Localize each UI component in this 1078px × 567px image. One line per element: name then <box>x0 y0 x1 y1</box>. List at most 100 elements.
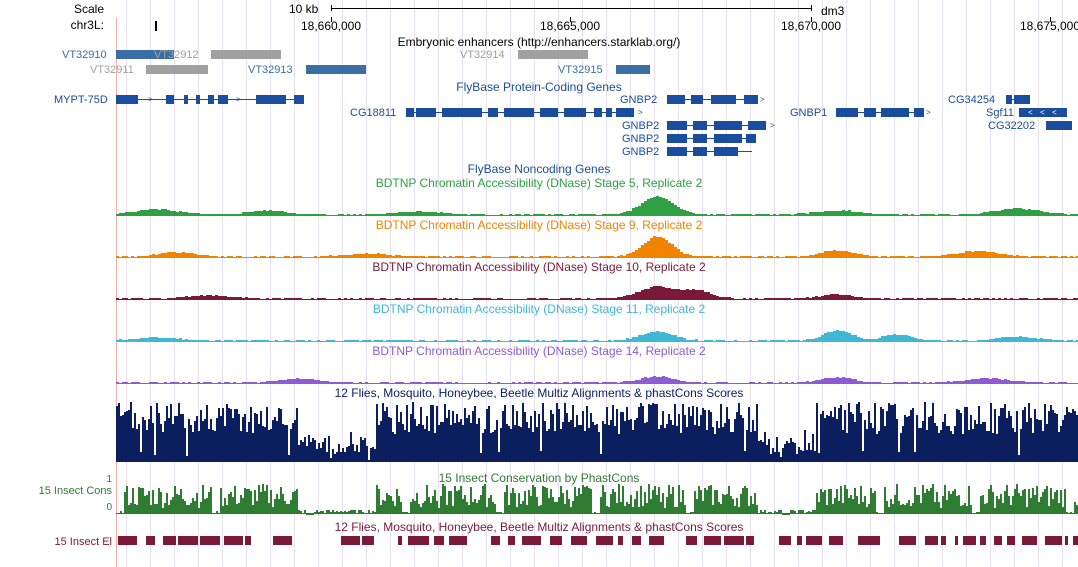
gene-label: GNBP2 <box>620 94 657 106</box>
gene-exon[interactable] <box>166 95 174 104</box>
enhancer-block[interactable] <box>518 50 588 59</box>
conserved-element[interactable] <box>522 536 541 545</box>
gene-exon[interactable] <box>836 108 858 117</box>
gene-exon[interactable] <box>693 147 707 156</box>
gene-exon[interactable] <box>714 121 742 130</box>
conserved-element[interactable] <box>398 536 402 545</box>
gene-exon[interactable] <box>914 108 924 117</box>
enhancer-label: VT32912 <box>154 49 199 61</box>
gene-exon[interactable] <box>116 95 138 104</box>
phast-ytick-max: 1 <box>96 474 112 485</box>
enhancer-block[interactable] <box>146 65 208 74</box>
conserved-element[interactable] <box>1073 536 1078 545</box>
conserved-element[interactable] <box>724 536 744 545</box>
gene-exon[interactable] <box>881 108 909 117</box>
gene-exon[interactable] <box>744 95 758 104</box>
gene-exon[interactable] <box>711 95 736 104</box>
gene-exon[interactable] <box>693 134 707 143</box>
gene-exon[interactable] <box>693 121 707 130</box>
conserved-element[interactable] <box>1022 536 1037 545</box>
gene-exon[interactable] <box>256 95 286 104</box>
gene-exon[interactable] <box>691 95 703 104</box>
gene-exon[interactable] <box>1046 121 1072 130</box>
position-area: 18,660,00018,665,00018,670,00018,675,000 <box>116 0 1072 34</box>
gene-exon[interactable] <box>540 108 558 117</box>
enhancer-block[interactable] <box>211 50 281 59</box>
gene-exon[interactable] <box>714 134 742 143</box>
conserved-element[interactable] <box>224 536 243 545</box>
conserved-element[interactable] <box>994 536 1002 545</box>
conserved-element[interactable] <box>178 536 198 545</box>
conserved-element[interactable] <box>618 536 623 545</box>
gene-exon[interactable] <box>416 108 436 117</box>
conserved-element[interactable] <box>449 536 467 545</box>
conserved-element[interactable] <box>746 536 754 545</box>
conserved-element[interactable] <box>632 536 641 545</box>
gene-exon[interactable] <box>564 108 586 117</box>
conserved-element[interactable] <box>571 536 587 545</box>
conserved-element[interactable] <box>550 536 562 545</box>
conserved-element[interactable] <box>1045 536 1062 545</box>
gene-exon[interactable] <box>1006 95 1012 104</box>
gene-exon[interactable] <box>442 108 482 117</box>
gene-exon[interactable] <box>184 95 188 104</box>
conserved-element[interactable] <box>963 536 976 545</box>
conserved-element[interactable] <box>1065 536 1068 545</box>
gene-exon[interactable] <box>218 95 228 104</box>
conserved-element[interactable] <box>434 536 444 545</box>
gene-exon[interactable] <box>667 147 687 156</box>
gene-exon[interactable] <box>864 108 876 117</box>
gene-exon[interactable] <box>714 147 738 156</box>
conserved-element[interactable] <box>858 536 880 545</box>
gene-exon[interactable] <box>667 95 685 104</box>
dnase11-track <box>116 316 1078 342</box>
conserved-element[interactable] <box>362 536 374 545</box>
conserved-element[interactable] <box>779 536 791 545</box>
conserved-element[interactable] <box>596 536 613 545</box>
gene-exon[interactable] <box>746 134 756 143</box>
conserved-element[interactable] <box>704 536 721 545</box>
conserved-element[interactable] <box>146 536 155 545</box>
conserved-element[interactable] <box>1007 536 1015 545</box>
position-label: 18,675,000 <box>1020 19 1078 33</box>
gene-exon[interactable] <box>294 95 304 104</box>
conserved-element[interactable] <box>925 536 938 545</box>
conserved-element[interactable] <box>829 536 843 545</box>
gene-exon[interactable] <box>1014 95 1030 104</box>
gene-exon[interactable] <box>606 108 612 117</box>
dnase14-title: BDTNP Chromatin Accessibility (DNase) St… <box>0 344 1078 358</box>
gene-row-2: CG18811>GNBP1>Sgf11<<< <box>116 108 1072 120</box>
gene-exon[interactable] <box>406 108 414 117</box>
conserved-element[interactable] <box>899 536 916 545</box>
conserved-element[interactable] <box>508 536 515 545</box>
gene-exon[interactable] <box>667 134 687 143</box>
conserved-element[interactable] <box>491 536 500 545</box>
conserved-element[interactable] <box>980 536 986 545</box>
conserved-element[interactable] <box>941 536 946 545</box>
conserved-element[interactable] <box>245 536 251 545</box>
conserved-element[interactable] <box>955 536 958 545</box>
gene-exon[interactable] <box>667 121 687 130</box>
gene-exon[interactable] <box>196 95 200 104</box>
conserved-element[interactable] <box>200 536 220 545</box>
gene-exon[interactable] <box>504 108 534 117</box>
gene-exon[interactable] <box>616 108 634 117</box>
gene-exon[interactable] <box>208 95 214 104</box>
conserved-element[interactable] <box>273 536 292 545</box>
gene-exon[interactable] <box>594 108 602 117</box>
conserved-element[interactable] <box>118 536 137 545</box>
conserved-element[interactable] <box>341 536 360 545</box>
conserved-element[interactable] <box>649 536 664 545</box>
enhancer-block[interactable] <box>306 65 366 74</box>
conserved-element[interactable] <box>686 536 697 545</box>
conserved-element[interactable] <box>163 536 176 545</box>
enhancer-row-2: VT32911VT32913VT32915 <box>116 65 1072 78</box>
gene-exon[interactable] <box>488 108 498 117</box>
gene-exon[interactable] <box>748 121 766 130</box>
enhancer-label: VT32914 <box>460 49 505 61</box>
gene-row-3: GNBP2>CG32202 <box>116 121 1072 133</box>
enhancer-block[interactable] <box>616 65 650 74</box>
conserved-element[interactable] <box>806 536 822 545</box>
conserved-element[interactable] <box>797 536 802 545</box>
conserved-element[interactable] <box>408 536 429 545</box>
